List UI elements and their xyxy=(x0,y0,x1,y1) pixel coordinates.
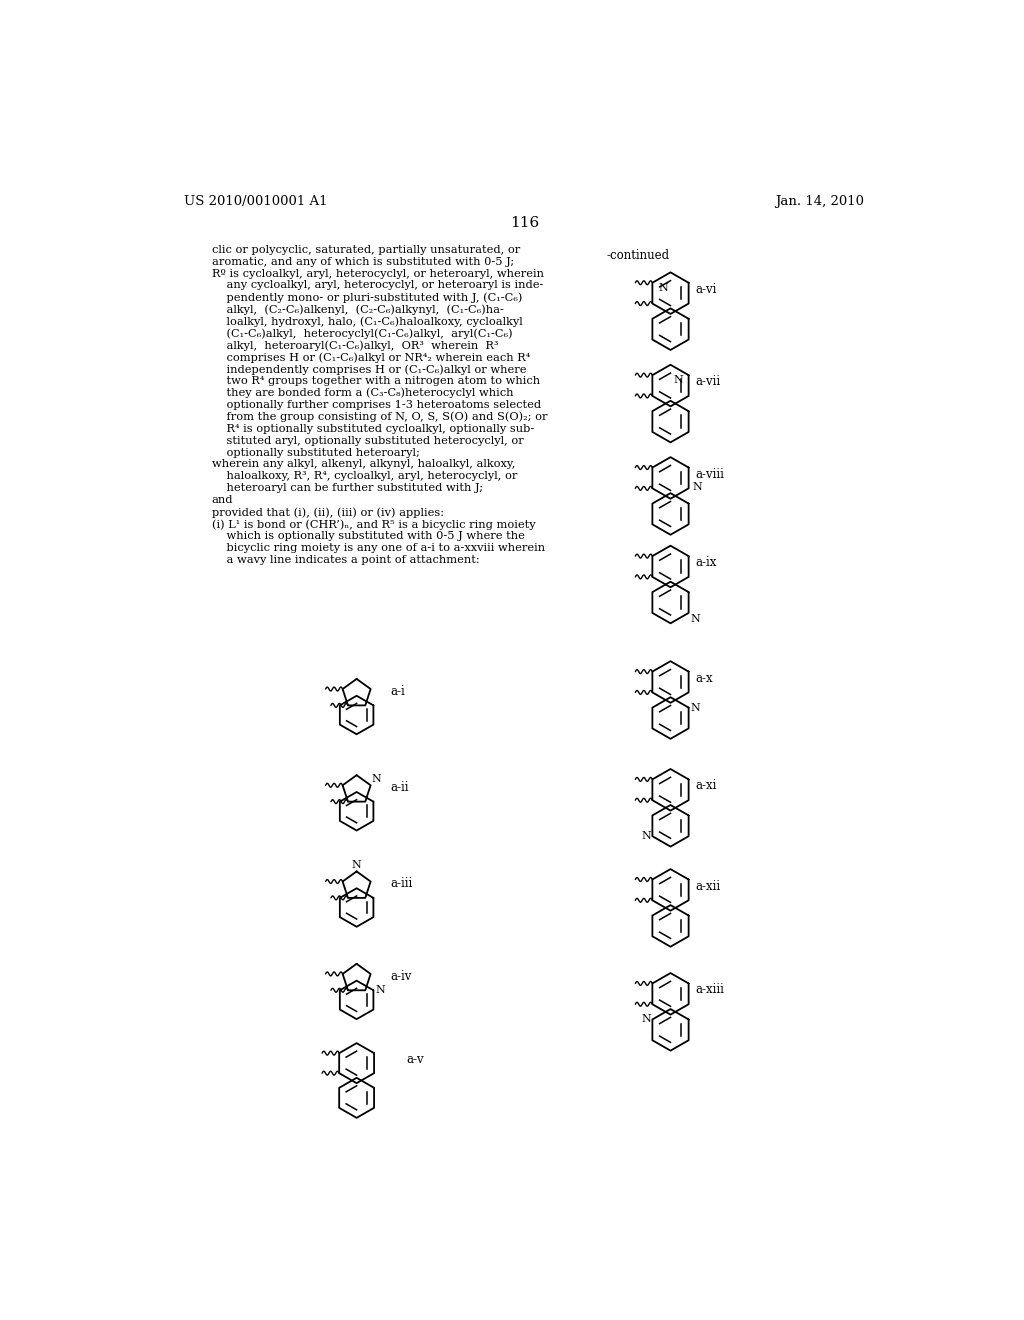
Text: US 2010/0010001 A1: US 2010/0010001 A1 xyxy=(183,195,328,209)
Text: (i) L¹ is bond or (CHR’)ₙ, and R⁵ is a bicyclic ring moiety: (i) L¹ is bond or (CHR’)ₙ, and R⁵ is a b… xyxy=(212,519,536,529)
Text: from the group consisting of N, O, S, S(O) and S(O)₂; or: from the group consisting of N, O, S, S(… xyxy=(212,412,547,422)
Text: bicyclic ring moiety is any one of a-i to a-xxviii wherein: bicyclic ring moiety is any one of a-i t… xyxy=(212,543,545,553)
Text: a-xi: a-xi xyxy=(695,779,717,792)
Text: a-vi: a-vi xyxy=(695,282,717,296)
Text: alkyl,  (C₂-C₆)alkenyl,  (C₂-C₆)alkynyl,  (C₁-C₆)ha-: alkyl, (C₂-C₆)alkenyl, (C₂-C₆)alkynyl, (… xyxy=(212,305,504,315)
Text: N: N xyxy=(690,702,700,713)
Text: N: N xyxy=(641,1015,651,1024)
Text: N: N xyxy=(352,859,361,870)
Text: aromatic, and any of which is substituted with 0-5 J;: aromatic, and any of which is substitute… xyxy=(212,256,514,267)
Text: and: and xyxy=(212,495,233,506)
Text: a-xii: a-xii xyxy=(695,879,721,892)
Text: -continued: -continued xyxy=(607,249,670,263)
Text: N: N xyxy=(376,985,385,995)
Text: comprises H or (C₁-C₆)alkyl or NR⁴₂ wherein each R⁴: comprises H or (C₁-C₆)alkyl or NR⁴₂ wher… xyxy=(212,352,530,363)
Text: a wavy line indicates a point of attachment:: a wavy line indicates a point of attachm… xyxy=(212,554,479,565)
Text: 116: 116 xyxy=(510,216,540,230)
Text: N: N xyxy=(690,614,700,624)
Text: stituted aryl, optionally substituted heterocyclyl, or: stituted aryl, optionally substituted he… xyxy=(212,436,523,446)
Text: N: N xyxy=(673,375,683,385)
Text: optionally further comprises 1-3 heteroatoms selected: optionally further comprises 1-3 heteroa… xyxy=(212,400,541,409)
Text: N: N xyxy=(692,482,702,492)
Text: a-viii: a-viii xyxy=(695,467,724,480)
Text: which is optionally substituted with 0-5 J where the: which is optionally substituted with 0-5… xyxy=(212,531,524,541)
Text: a-ix: a-ix xyxy=(695,556,717,569)
Text: optionally substituted heteroaryl;: optionally substituted heteroaryl; xyxy=(212,447,420,458)
Text: heteroaryl can be further substituted with J;: heteroaryl can be further substituted wi… xyxy=(212,483,482,494)
Text: N: N xyxy=(372,774,381,784)
Text: a-x: a-x xyxy=(695,672,713,685)
Text: independently comprises H or (C₁-C₆)alkyl or where: independently comprises H or (C₁-C₆)alky… xyxy=(212,364,526,375)
Text: wherein any alkyl, alkenyl, alkynyl, haloalkyl, alkoxy,: wherein any alkyl, alkenyl, alkynyl, hal… xyxy=(212,459,515,470)
Text: Rº is cycloalkyl, aryl, heterocyclyl, or heteroaryl, wherein: Rº is cycloalkyl, aryl, heterocyclyl, or… xyxy=(212,268,544,279)
Text: Jan. 14, 2010: Jan. 14, 2010 xyxy=(775,195,864,209)
Text: R⁴ is optionally substituted cycloalkyl, optionally sub-: R⁴ is optionally substituted cycloalkyl,… xyxy=(212,424,534,434)
Text: provided that (i), (ii), (iii) or (iv) applies:: provided that (i), (ii), (iii) or (iv) a… xyxy=(212,507,443,517)
Text: pendently mono- or pluri-substituted with J, (C₁-C₆): pendently mono- or pluri-substituted wit… xyxy=(212,293,522,304)
Text: clic or polycyclic, saturated, partially unsaturated, or: clic or polycyclic, saturated, partially… xyxy=(212,244,520,255)
Text: they are bonded form a (C₃-C₈)heterocyclyl which: they are bonded form a (C₃-C₈)heterocycl… xyxy=(212,388,513,399)
Text: haloalkoxy, R³, R⁴, cycloalkyl, aryl, heterocyclyl, or: haloalkoxy, R³, R⁴, cycloalkyl, aryl, he… xyxy=(212,471,517,482)
Text: a-vii: a-vii xyxy=(695,375,721,388)
Text: N: N xyxy=(658,282,668,293)
Text: a-i: a-i xyxy=(390,685,404,698)
Text: two R⁴ groups together with a nitrogen atom to which: two R⁴ groups together with a nitrogen a… xyxy=(212,376,540,385)
Text: a-iv: a-iv xyxy=(390,970,412,982)
Text: a-ii: a-ii xyxy=(390,781,409,795)
Text: loalkyl, hydroxyl, halo, (C₁-C₆)haloalkoxy, cycloalkyl: loalkyl, hydroxyl, halo, (C₁-C₆)haloalko… xyxy=(212,317,522,327)
Text: a-v: a-v xyxy=(407,1053,424,1067)
Text: N: N xyxy=(641,832,651,841)
Text: a-xiii: a-xiii xyxy=(695,983,724,997)
Text: any cycloalkyl, aryl, heterocyclyl, or heteroaryl is inde-: any cycloalkyl, aryl, heterocyclyl, or h… xyxy=(212,280,543,290)
Text: (C₁-C₆)alkyl,  heterocyclyl(C₁-C₆)alkyl,  aryl(C₁-C₆): (C₁-C₆)alkyl, heterocyclyl(C₁-C₆)alkyl, … xyxy=(212,329,512,339)
Text: alkyl,  heteroaryl(C₁-C₆)alkyl,  OR³  wherein  R³: alkyl, heteroaryl(C₁-C₆)alkyl, OR³ where… xyxy=(212,341,499,351)
Text: a-iii: a-iii xyxy=(390,878,413,890)
